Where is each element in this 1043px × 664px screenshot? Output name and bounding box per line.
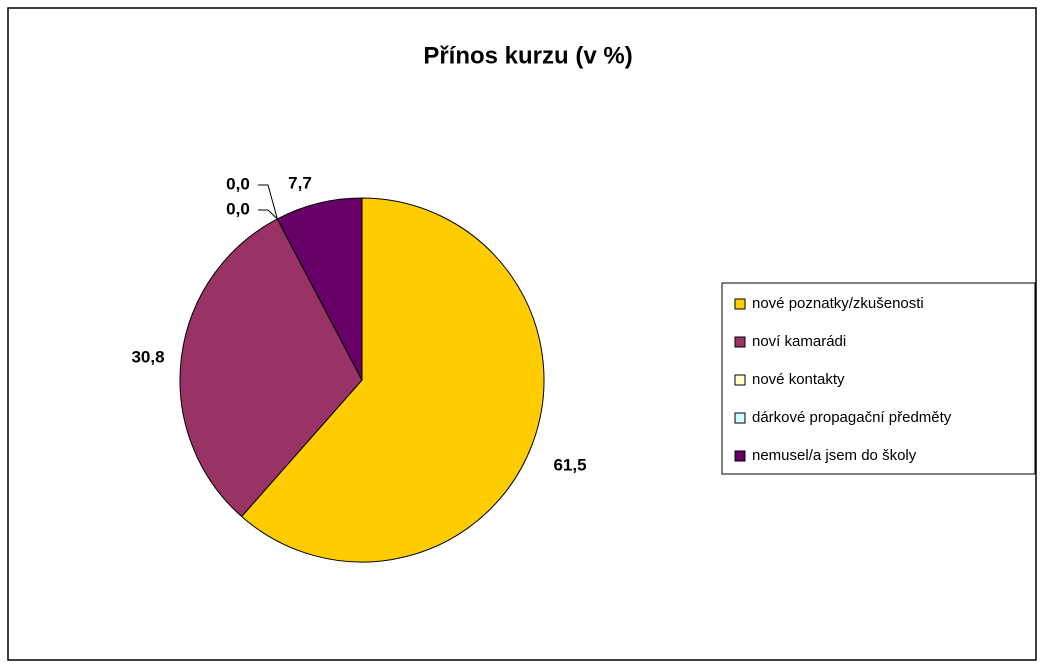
legend-swatch [734, 374, 746, 386]
legend-label: nové poznatky/zkušenosti [752, 295, 924, 312]
leader-line [258, 184, 278, 220]
chart-title: Přínos kurzu (v %) [423, 42, 632, 69]
legend-swatch [734, 336, 746, 348]
legend-swatch [734, 450, 746, 462]
data-label: 0,0 [226, 174, 250, 193]
pie-slice [240, 197, 545, 563]
legend-label: dárkové propagační předměty [752, 409, 952, 426]
data-label: 7,7 [288, 173, 312, 192]
legend-swatch [734, 298, 746, 310]
legend-label: nové kontakty [752, 371, 845, 388]
data-label: 61,5 [553, 455, 586, 474]
legend-box [721, 282, 1036, 475]
data-label: 0,0 [226, 199, 250, 218]
leader-line [258, 209, 278, 220]
legend-label: noví kamarádi [752, 333, 846, 350]
pie-slice [276, 197, 363, 381]
legend-label: nemusel/a jsem do školy [752, 447, 917, 464]
legend-swatch [734, 412, 746, 424]
pie-slice [179, 218, 363, 518]
data-label: 30,8 [131, 347, 164, 366]
